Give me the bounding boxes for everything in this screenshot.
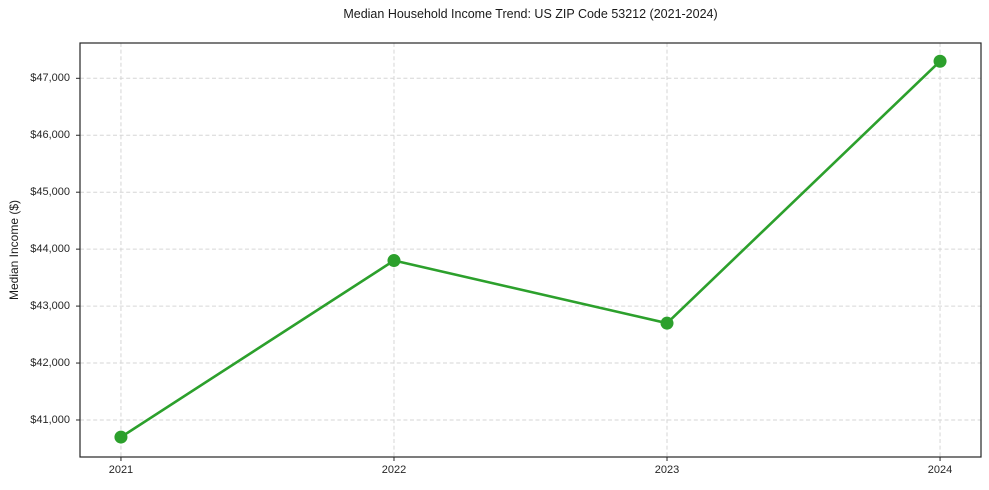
- y-tick-label: $41,000: [30, 413, 70, 426]
- x-tick-label: 2021: [108, 464, 134, 476]
- y-tick-label: $42,000: [30, 357, 70, 370]
- x-tick-label: 2024: [927, 464, 953, 476]
- trend-line: [119, 59, 942, 439]
- y-tick-label: $46,000: [30, 129, 70, 142]
- plot-frame: [79, 42, 982, 458]
- data-point-marker: [660, 316, 674, 330]
- data-point-marker: [114, 430, 128, 444]
- y-tick-label: $45,000: [30, 186, 70, 199]
- x-tick-label: 2023: [654, 464, 680, 476]
- y-tick-label: $44,000: [30, 243, 70, 256]
- y-tick-label: $43,000: [30, 300, 70, 313]
- x-tick-label: 2022: [381, 464, 407, 476]
- y-tick-label: $47,000: [30, 72, 70, 85]
- chart-title: Median Household Income Trend: US ZIP Co…: [343, 7, 718, 21]
- data-point-marker: [933, 54, 947, 68]
- data-point-marker: [387, 254, 401, 268]
